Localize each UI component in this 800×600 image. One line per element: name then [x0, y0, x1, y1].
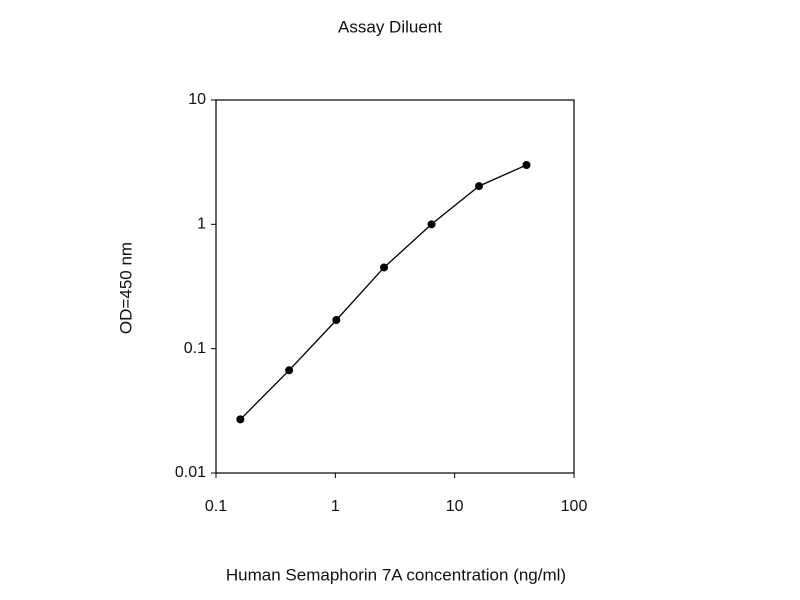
y-tick-label: 10 [188, 91, 206, 108]
y-tick-label: 0.1 [184, 340, 206, 357]
x-axis-label: Human Semaphorin 7A concentration (ng/ml… [226, 565, 566, 584]
chart-title: Assay Diluent [338, 17, 442, 36]
data-point [332, 316, 341, 325]
data-point [380, 263, 389, 272]
y-tick-label: 1 [197, 216, 206, 233]
x-tick-label: 100 [561, 498, 588, 515]
x-tick-label: 0.1 [205, 498, 227, 515]
x-tick-label: 1 [331, 498, 340, 515]
plot-frame [215, 99, 575, 474]
y-tick-label: 0.01 [175, 464, 206, 481]
data-point [475, 182, 484, 191]
x-tick-label: 10 [446, 498, 464, 515]
data-point [285, 366, 294, 375]
data-point [427, 220, 436, 229]
data-point [236, 415, 245, 424]
y-axis-label: OD=450 nm [116, 242, 135, 334]
data-point [522, 161, 531, 170]
data-line [239, 164, 527, 420]
